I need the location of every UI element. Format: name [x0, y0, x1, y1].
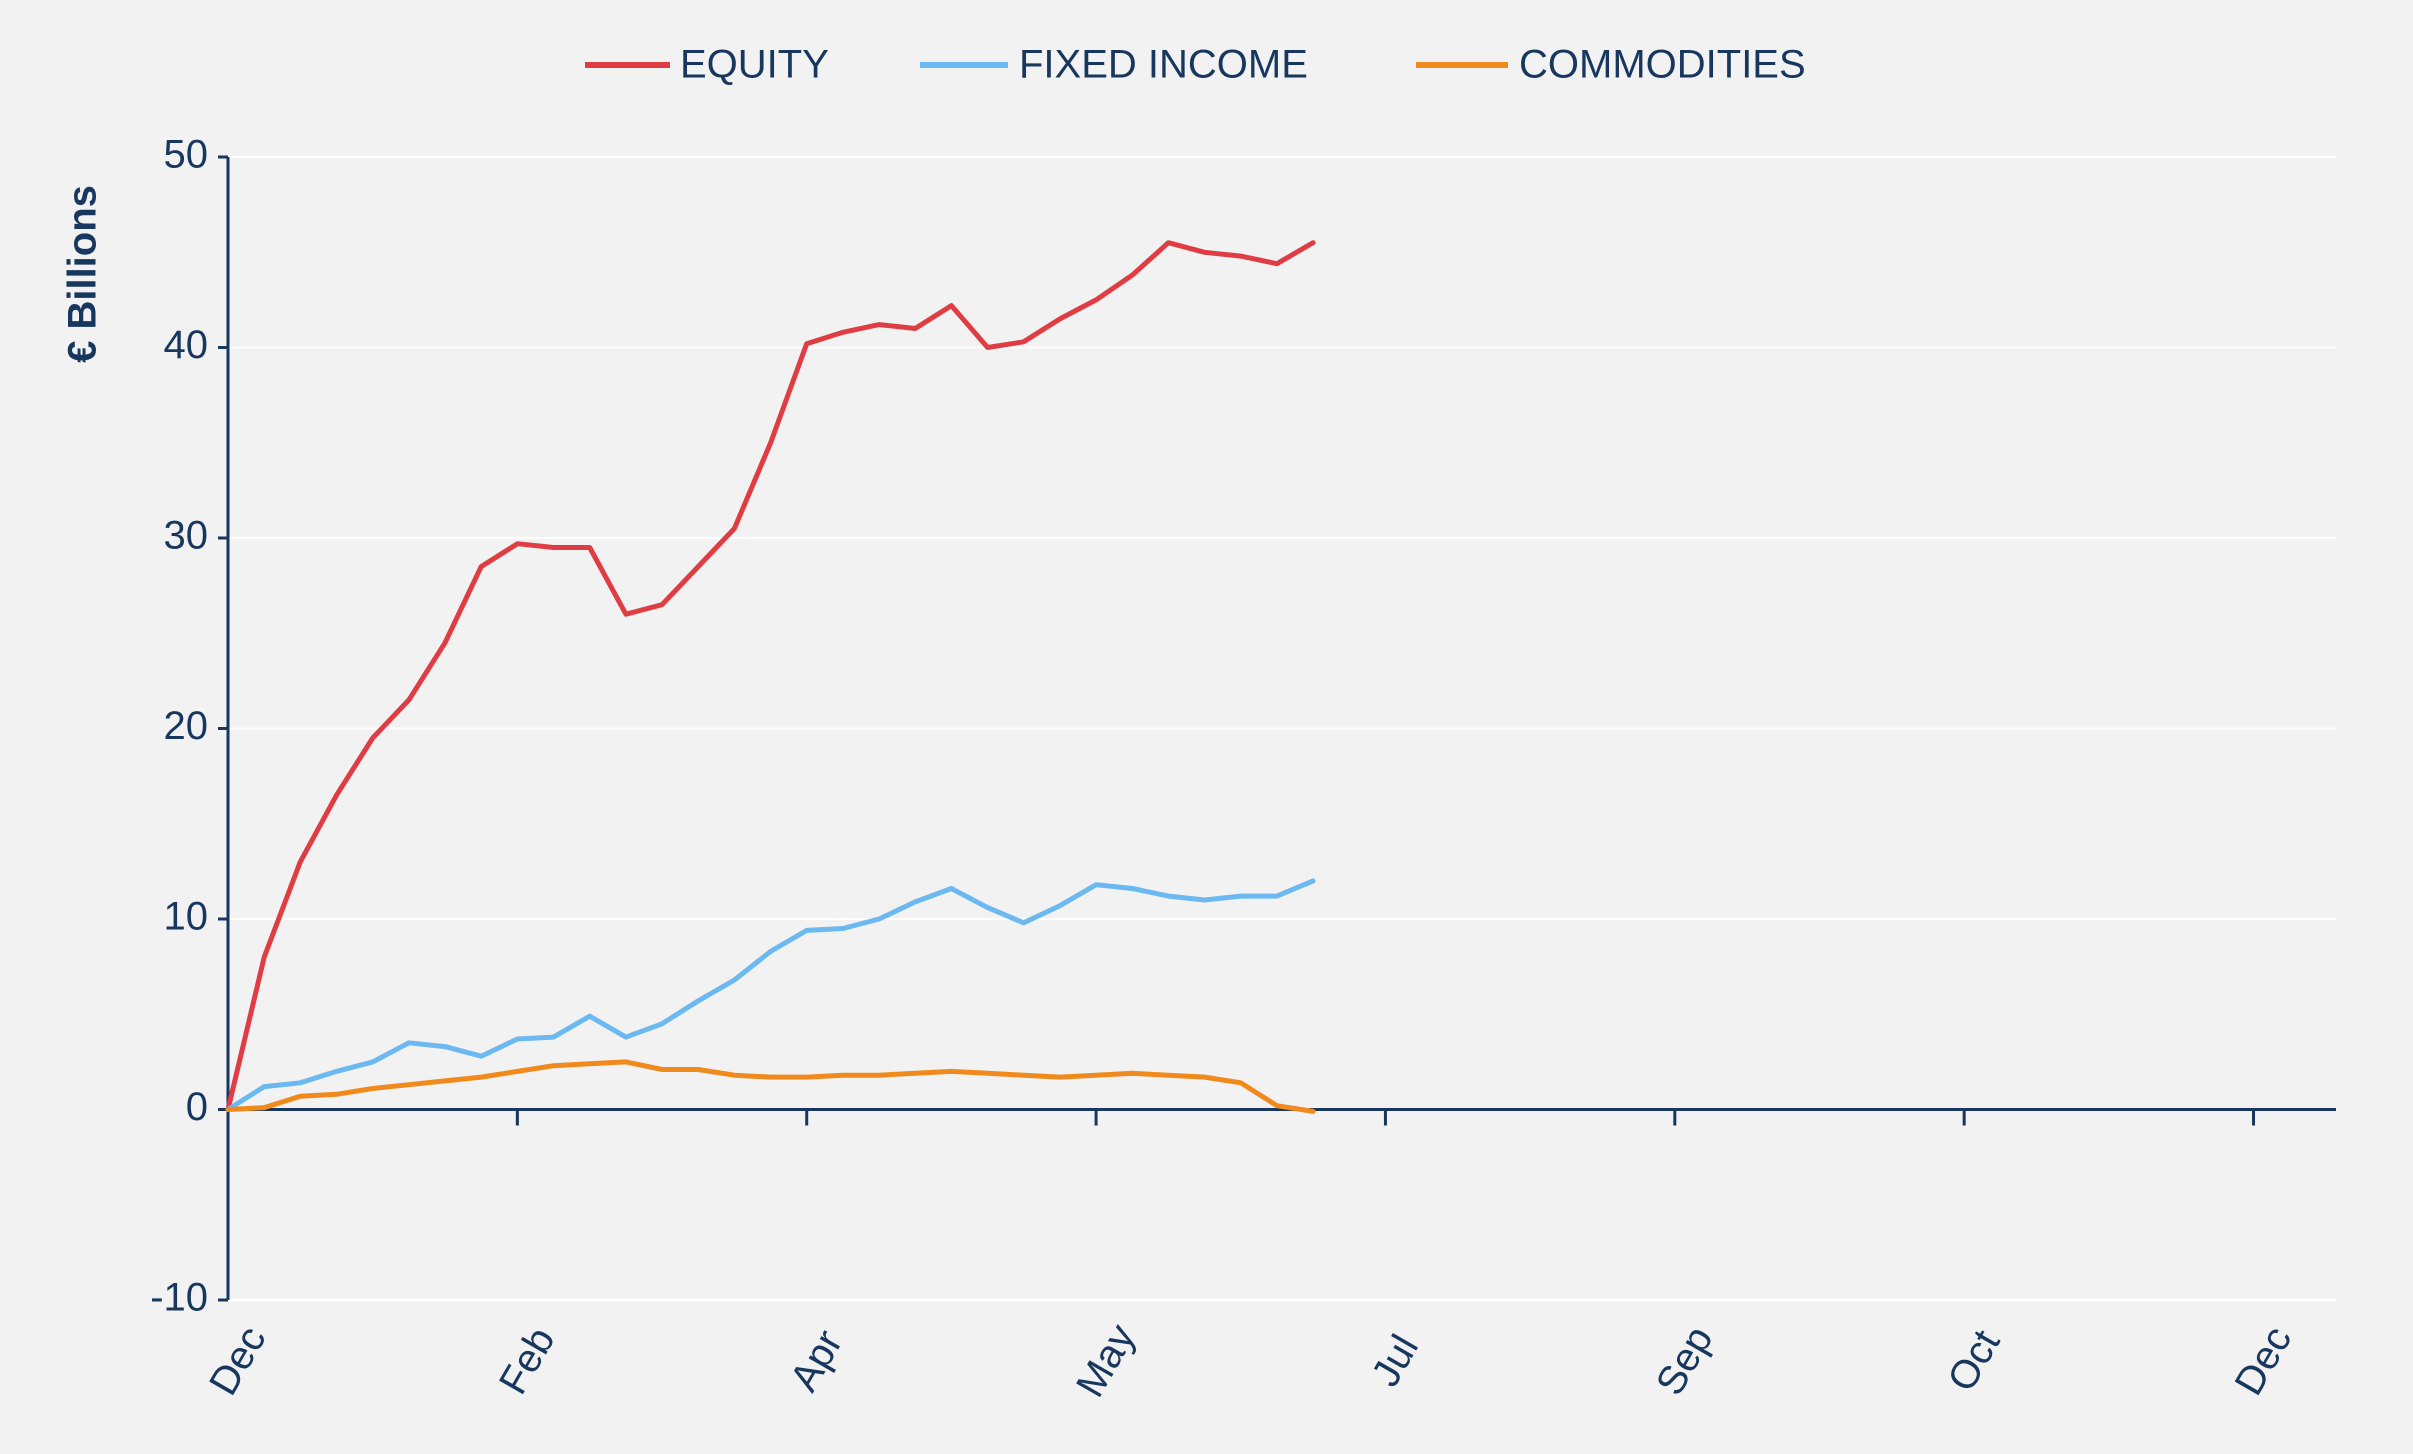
series-line	[225, 240, 1316, 1112]
series-line	[225, 878, 1316, 1112]
y-tick-label: 40	[164, 323, 209, 367]
legend-label: EQUITY	[680, 43, 829, 87]
y-tick-label: 20	[164, 704, 209, 748]
legend-label: FIXED INCOME	[1019, 43, 1308, 87]
legend-label: COMMODITIES	[1519, 43, 1806, 87]
y-tick-label: 10	[164, 895, 209, 939]
y-tick-label: 30	[164, 514, 209, 558]
series-line	[225, 1059, 1316, 1114]
y-axis-label: € Billions	[61, 185, 105, 363]
y-tick-label: -10	[150, 1276, 208, 1320]
y-tick-label: 0	[186, 1085, 208, 1129]
y-tick-label: 50	[164, 133, 209, 177]
